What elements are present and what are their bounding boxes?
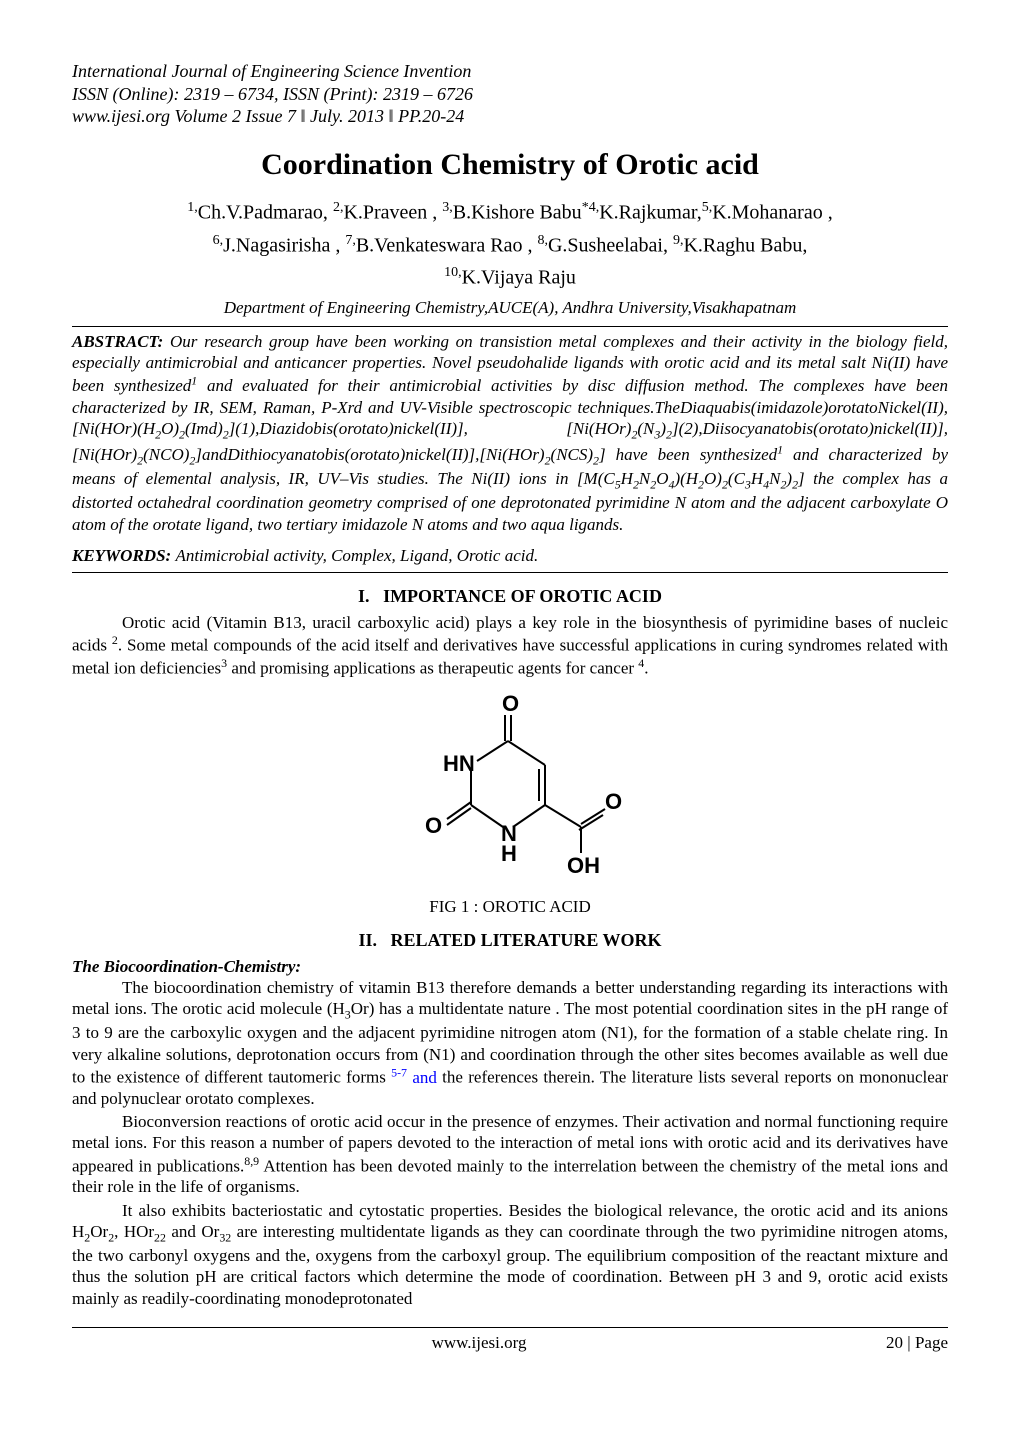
section-2-number: II. [358,930,377,950]
journal-issn: ISSN (Online): 2319 – 6734, ISSN (Print)… [72,83,948,106]
authors-line-2: 6,J.Nagasirisha , 7,B.Venkateswara Rao ,… [72,232,948,259]
footer-right: 20 | Page [886,1332,948,1353]
section-2-para-3: It also exhibits bacteriostatic and cyto… [72,1200,948,1309]
atom-oh: OH [567,853,600,878]
abstract-text: Our research group have been working on … [72,332,948,533]
divider [72,572,948,573]
blue-citation: 5-7 and [391,1068,437,1087]
section-2-heading: RELATED LITERATURE WORK [390,930,661,950]
paper-title: Coordination Chemistry of Orotic acid [72,146,948,184]
section-1-title: I. IMPORTANCE OF OROTIC ACID [72,585,948,608]
abstract-block: ABSTRACT: Our research group have been w… [72,331,948,535]
subsection-label: The Biocoordination-Chemistry: [72,957,301,976]
affiliation: Department of Engineering Chemistry,AUCE… [72,297,948,318]
section-2-subsection: The Biocoordination-Chemistry: [72,956,948,977]
page-footer: www.ijesi.org 20 | Page [72,1327,948,1353]
atom-h-bottom: H [501,841,517,866]
section-1-para-1: Orotic acid (Vitamin B13, uracil carboxy… [72,612,948,679]
journal-volume: www.ijesi.org Volume 2 Issue 7 ǁ July. 2… [72,105,948,128]
atom-o-right: O [605,789,622,814]
atom-hn: HN [443,751,475,776]
section-1-body: Orotic acid (Vitamin B13, uracil carboxy… [72,612,948,679]
figure-1: O HN O N H O OH [72,693,948,888]
keywords-text: Antimicrobial activity, Complex, Ligand,… [175,546,538,565]
orotic-acid-structure: O HN O N H O OH [395,693,625,883]
section-2-para-2: Bioconversion reactions of orotic acid o… [72,1111,948,1198]
section-2-para-1: The biocoordination chemistry of vitamin… [72,977,948,1109]
journal-name: International Journal of Engineering Sci… [72,60,948,83]
section-2-body: The biocoordination chemistry of vitamin… [72,977,948,1309]
section-1-number: I. [358,586,370,606]
section-1-heading: IMPORTANCE OF OROTIC ACID [383,586,662,606]
authors-line-1: 1,Ch.V.Padmarao, 2,K.Praveen , 3,B.Kisho… [72,199,948,226]
authors-line-3: 10,K.Vijaya Raju [72,264,948,291]
atom-o-top: O [502,693,519,716]
abstract-label: ABSTRACT: [72,332,170,351]
journal-header: International Journal of Engineering Sci… [72,60,948,128]
keywords-block: KEYWORDS: Antimicrobial activity, Comple… [72,545,948,566]
figure-1-caption: FIG 1 : OROTIC ACID [72,896,948,917]
keywords-label: KEYWORDS: [72,546,175,565]
section-2-title: II. RELATED LITERATURE WORK [72,929,948,952]
footer-center: www.ijesi.org [432,1332,527,1353]
divider [72,326,948,327]
atom-o-left: O [425,813,442,838]
